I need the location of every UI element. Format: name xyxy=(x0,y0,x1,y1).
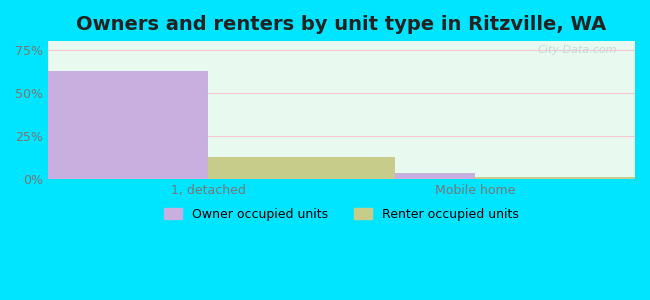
Bar xyxy=(288,173,475,179)
Legend: Owner occupied units, Renter occupied units: Owner occupied units, Renter occupied un… xyxy=(159,203,524,226)
Bar xyxy=(208,157,395,179)
Title: Owners and renters by unit type in Ritzville, WA: Owners and renters by unit type in Ritzv… xyxy=(76,15,606,34)
Text: City-Data.com: City-Data.com xyxy=(538,45,617,55)
Bar xyxy=(21,70,208,179)
Bar xyxy=(475,177,650,179)
